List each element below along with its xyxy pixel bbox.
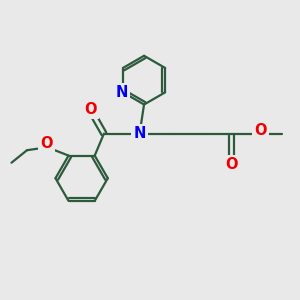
Text: N: N [115, 85, 128, 100]
Text: O: O [254, 123, 266, 138]
Text: N: N [134, 126, 146, 141]
Text: O: O [40, 136, 53, 151]
Text: O: O [84, 102, 97, 117]
Text: O: O [226, 157, 238, 172]
